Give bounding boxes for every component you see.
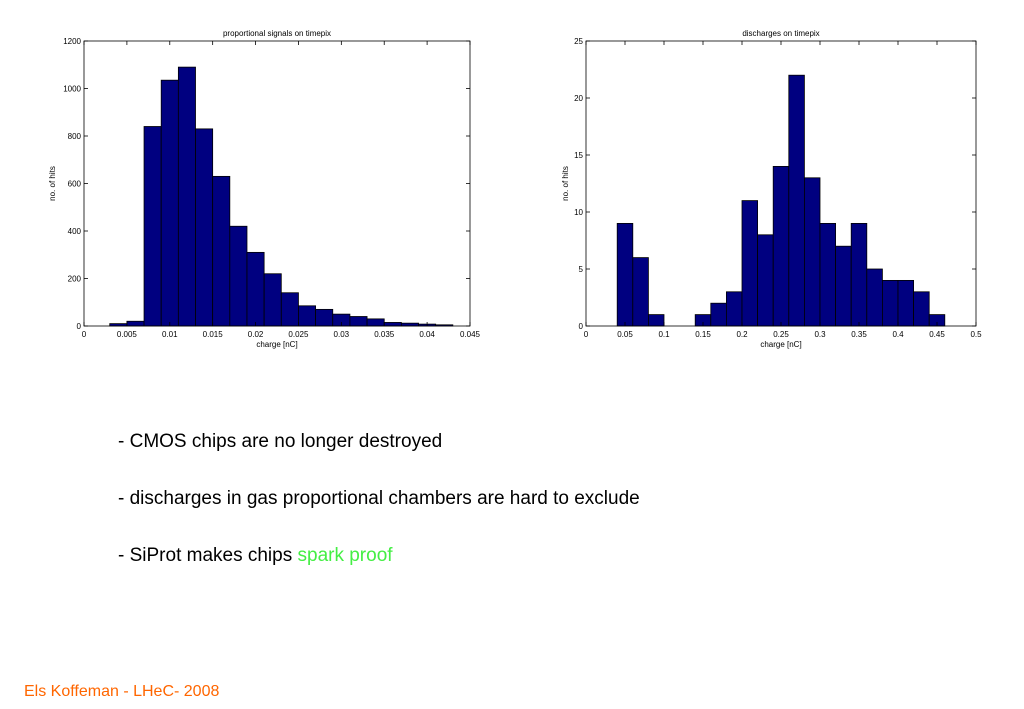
chart2-xtick-label: 0 xyxy=(584,330,589,339)
chart2-bar xyxy=(803,177,821,327)
chart1-bar xyxy=(400,322,419,327)
chart1-bar xyxy=(143,126,162,327)
chart2-ytick-label: 10 xyxy=(574,208,583,217)
chart2-ytick-label: 25 xyxy=(574,37,583,46)
chart2-bar xyxy=(757,234,774,327)
chart1-bar xyxy=(298,305,317,327)
chart2-bar xyxy=(616,222,634,327)
chart2-bar xyxy=(710,302,727,327)
chart2-bar xyxy=(632,257,649,327)
chart1-xtick-label: 0 xyxy=(82,330,87,339)
chart2-bar xyxy=(835,245,852,327)
chart-discharges: 0 0.05 0.1 0.15 0.2 0.25 0.3 0.35 0.4 0.45 0.5 0 5 10… xyxy=(520,20,1020,350)
chart1-bar xyxy=(177,66,196,327)
chart1-xtick-label: 0.035 xyxy=(374,330,395,339)
chart2-bar xyxy=(647,314,665,327)
chart2-title: discharges on timepix xyxy=(742,29,819,38)
chart1-bar xyxy=(212,175,231,327)
chart2-bar xyxy=(866,268,883,327)
chart1-xtick-label: 0.02 xyxy=(248,330,264,339)
chart1-ylabel: no. of hits xyxy=(48,166,57,201)
chart2-bar xyxy=(897,279,914,327)
chart1-bar xyxy=(349,316,368,327)
chart1-xtick-label: 0.03 xyxy=(334,330,350,339)
chart2-bar xyxy=(741,200,758,327)
chart2-xlabel: charge [nC] xyxy=(760,340,801,349)
chart2-bar xyxy=(850,222,868,327)
chart2-bar xyxy=(772,165,790,327)
chart1-ytick-label: 1000 xyxy=(63,85,81,94)
chart1-xtick-label: 0.005 xyxy=(117,330,138,339)
chart1-xtick-label: 0.025 xyxy=(288,330,309,339)
chart1-bar xyxy=(195,128,214,327)
chart1-xtick-label: 0.01 xyxy=(162,330,178,339)
chart2-bar xyxy=(913,291,930,327)
chart2-xtick-label: 0.4 xyxy=(892,330,904,339)
chart1-xtick-label: 0.04 xyxy=(419,330,435,339)
chart1-bar xyxy=(263,273,282,327)
chart1-bar xyxy=(246,251,265,327)
chart2-ytick-label: 15 xyxy=(574,151,583,160)
chart1-ytick-label: 1200 xyxy=(63,37,81,46)
chart2-ytick-label: 0 xyxy=(579,322,584,331)
chart2-xtick-label: 0.1 xyxy=(658,330,670,339)
chart2-bar xyxy=(819,222,837,327)
chart2-bar xyxy=(881,279,899,327)
chart1-xtick-label: 0.015 xyxy=(203,330,224,339)
chart1-bar xyxy=(315,308,334,327)
spark-proof-highlight: spark proof xyxy=(297,545,393,566)
chart1-ytick-label: 400 xyxy=(68,227,82,236)
chart1-bar xyxy=(366,318,385,327)
bullet-siprot-text: - SiProt makes chips xyxy=(118,545,298,566)
chart1-ytick-label: 200 xyxy=(68,275,82,284)
bullet-siprot: - SiProt makes chips spark proof xyxy=(118,542,640,570)
bullet-list: - CMOS chips are no longer destroyed - d… xyxy=(118,428,640,599)
chart2-xtick-label: 0.45 xyxy=(929,330,945,339)
bullet-cmos-chips: - CMOS chips are no longer destroyed xyxy=(118,431,443,452)
chart2-bar xyxy=(788,74,805,327)
chart2-xtick-label: 0.35 xyxy=(851,330,867,339)
chart1-ytick-label: 600 xyxy=(68,180,82,189)
chart2-ylabel: no. of hits xyxy=(561,166,570,201)
chart1-bar xyxy=(229,225,248,327)
chart-right-svg: 0 0.05 0.1 0.15 0.2 0.25 0.3 0.35 0.4 0.45 0.5 0 5 10… xyxy=(561,29,982,349)
chart2-xtick-label: 0.15 xyxy=(695,330,711,339)
chart2-xtick-label: 0.25 xyxy=(773,330,789,339)
chart-left-svg: 0 0.005 0.01 0.015 0.02 0.025 0.03 0.035 0.04 0.0… xyxy=(48,29,481,349)
chart-proportional-signals: 0 0.005 0.01 0.015 0.02 0.025 0.03 0.035 0.04 0.0… xyxy=(0,20,500,350)
chart1-ytick-label: 0 xyxy=(77,322,82,331)
chart2-xtick-label: 0.3 xyxy=(814,330,826,339)
chart1-bar xyxy=(126,320,145,327)
chart1-ytick-label: 800 xyxy=(68,132,82,141)
chart2-ytick-label: 20 xyxy=(574,94,583,103)
bullet-discharges: - discharges in gas proportional chamber… xyxy=(118,488,640,509)
chart1-xtick-label: 0.045 xyxy=(460,330,481,339)
chart2-bar xyxy=(725,291,743,327)
chart2-xtick-label: 0.2 xyxy=(736,330,748,339)
footer-author: Els Koffeman - LHeC- 2008 xyxy=(24,683,220,700)
chart2-xtick-label: 0.5 xyxy=(970,330,982,339)
chart1-bar xyxy=(383,322,402,327)
chart1-title: proportional signals on timepix xyxy=(223,29,331,38)
chart1-bar xyxy=(280,292,299,327)
chart2-xtick-label: 0.05 xyxy=(617,330,633,339)
chart1-xlabel: charge [nC] xyxy=(256,340,297,349)
chart1-bar xyxy=(160,79,179,327)
chart2-ytick-label: 5 xyxy=(579,265,584,274)
